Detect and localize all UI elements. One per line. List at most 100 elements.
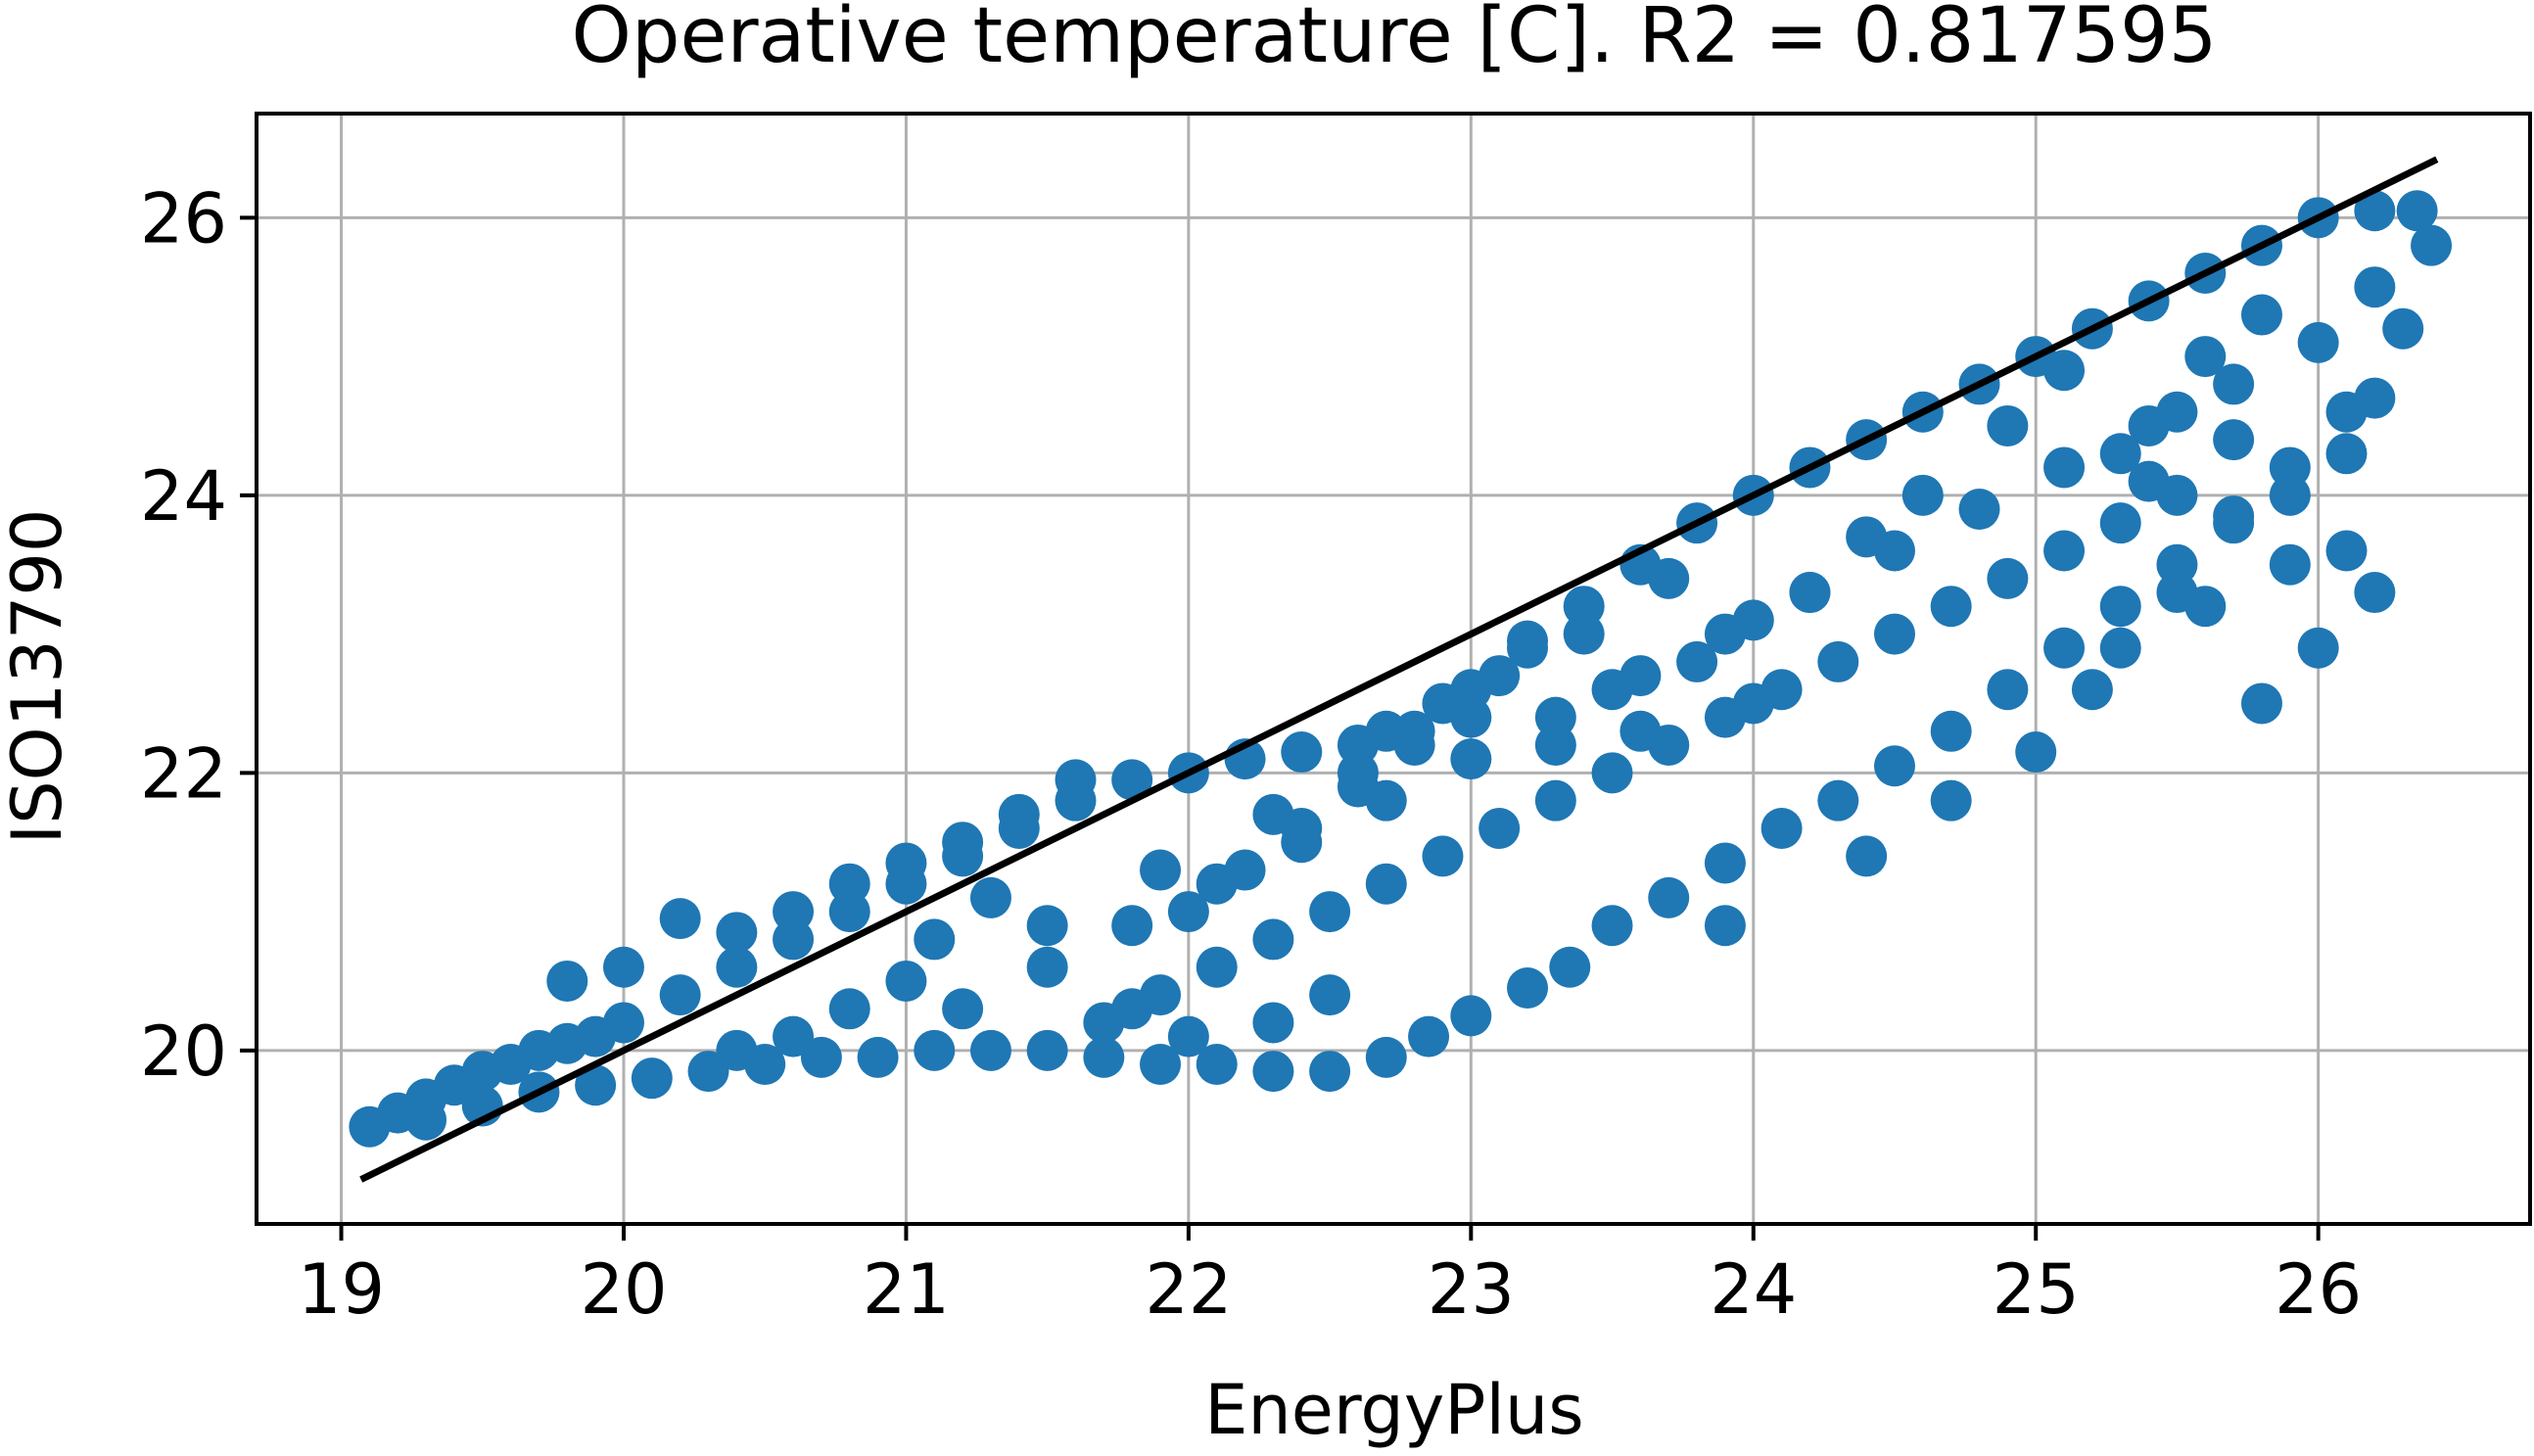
scatter-point — [1055, 759, 1097, 801]
scatter-point — [2269, 474, 2311, 516]
scatter-point — [1309, 891, 1351, 933]
scatter-point — [2297, 321, 2339, 363]
scatter-point — [1732, 599, 1774, 641]
scatter-point — [1648, 876, 1690, 918]
scatter-point — [2099, 627, 2141, 669]
scatter-point — [1591, 905, 1633, 947]
x-tick-label: 21 — [863, 1249, 950, 1330]
scatter-point — [1534, 724, 1576, 766]
scatter-point — [1252, 793, 1294, 835]
scatter-point — [1563, 613, 1605, 655]
y-axis-label: ISO13790 — [0, 509, 77, 845]
scatter-point — [1026, 946, 1068, 988]
scatter-point — [1365, 710, 1407, 752]
scatter-point — [2396, 190, 2438, 232]
scatter-point — [2128, 460, 2170, 502]
scatter-point — [914, 918, 956, 961]
scatter-point — [1648, 557, 1690, 599]
scatter-point — [2099, 586, 2141, 628]
scatter-point — [914, 1029, 956, 1071]
scatter-point — [575, 1064, 617, 1106]
x-tick-label: 24 — [1710, 1249, 1797, 1330]
scatter-point — [1591, 669, 1633, 711]
scatter-point — [1026, 905, 1068, 947]
scatter-point — [405, 1099, 447, 1141]
scatter-point — [1676, 640, 1718, 682]
scatter-point — [2297, 627, 2339, 669]
scatter-point — [1846, 835, 1888, 877]
scatter-point — [1422, 682, 1464, 725]
scatter-point — [1619, 710, 1662, 752]
scatter-point — [2240, 682, 2282, 725]
scatter-point — [1111, 905, 1153, 947]
scatter-point — [1196, 1043, 1238, 1085]
scatter-point — [1760, 808, 1803, 850]
scatter-point — [828, 863, 870, 905]
scatter-point — [969, 1029, 1011, 1071]
scatter-point — [2213, 419, 2255, 461]
scatter-point — [942, 822, 984, 864]
scatter-point — [716, 946, 758, 988]
scatter-point — [2043, 627, 2086, 669]
chart-title: Operative temperature [C]. R2 = 0.817595 — [572, 0, 2218, 80]
scatter-point — [2071, 669, 2113, 711]
scatter-point — [1704, 905, 1746, 947]
scatter-point — [969, 876, 1011, 918]
scatter-point — [1930, 586, 1972, 628]
scatter-point — [773, 1015, 815, 1057]
scatter-point — [2099, 433, 2141, 475]
x-tick-label: 25 — [1993, 1249, 2080, 1330]
scatter-point — [1930, 779, 1972, 822]
scatter-point — [716, 912, 758, 954]
scatter-point — [1408, 1015, 1450, 1057]
scatter-point — [1365, 863, 1407, 905]
scatter-point — [998, 793, 1040, 835]
scatter-point — [1167, 1015, 1209, 1057]
scatter-point — [1549, 946, 1591, 988]
scatter-point — [1901, 474, 1944, 516]
fit-line — [359, 156, 2439, 1183]
scatter-point — [2354, 190, 2396, 232]
scatter-point — [659, 898, 701, 940]
x-axis-label: EnergyPlus — [1204, 1370, 1584, 1450]
scatter-point — [1309, 974, 1351, 1016]
scatter-point — [1987, 669, 2029, 711]
scatter-point — [2015, 731, 2057, 774]
scatter-point — [2354, 572, 2396, 614]
scatter-point — [885, 842, 927, 884]
scatter-point — [1422, 835, 1464, 877]
x-tick-label: 23 — [1428, 1249, 1515, 1330]
scatter-point — [1083, 1036, 1125, 1078]
scatter-point — [2043, 350, 2086, 392]
scatter-point — [2184, 336, 2227, 378]
scatter-point — [1140, 849, 1182, 891]
scatter-point — [1281, 731, 1323, 774]
scatter-point — [1732, 682, 1774, 725]
y-tick-label: 20 — [140, 1011, 227, 1092]
scatter-point — [857, 1036, 899, 1078]
scatter-point — [1507, 620, 1549, 662]
scatter-point — [1478, 655, 1521, 697]
scatter-point — [942, 988, 984, 1030]
scatter-point — [1140, 1043, 1182, 1085]
x-tick-label: 26 — [2275, 1249, 2362, 1330]
scatter-point — [1534, 779, 1576, 822]
scatter-point — [2354, 377, 2396, 419]
scatter-point — [1450, 738, 1492, 780]
scatter-point — [2043, 530, 2086, 572]
scatter-point — [1873, 613, 1915, 655]
scatter-point — [828, 988, 870, 1030]
scatter-point — [1026, 1029, 1068, 1071]
scatter-point — [716, 1029, 758, 1071]
scatter-point — [1704, 842, 1746, 884]
scatter-point — [1817, 640, 1859, 682]
y-tick-label: 24 — [140, 456, 227, 537]
scatter-point — [800, 1036, 842, 1078]
scatter-point — [773, 891, 815, 933]
scatter-point — [2099, 502, 2141, 544]
scatter-point — [1111, 759, 1153, 801]
scatter-point — [1252, 1051, 1294, 1093]
scatter-point — [1365, 1036, 1407, 1078]
scatter-point — [2325, 530, 2368, 572]
